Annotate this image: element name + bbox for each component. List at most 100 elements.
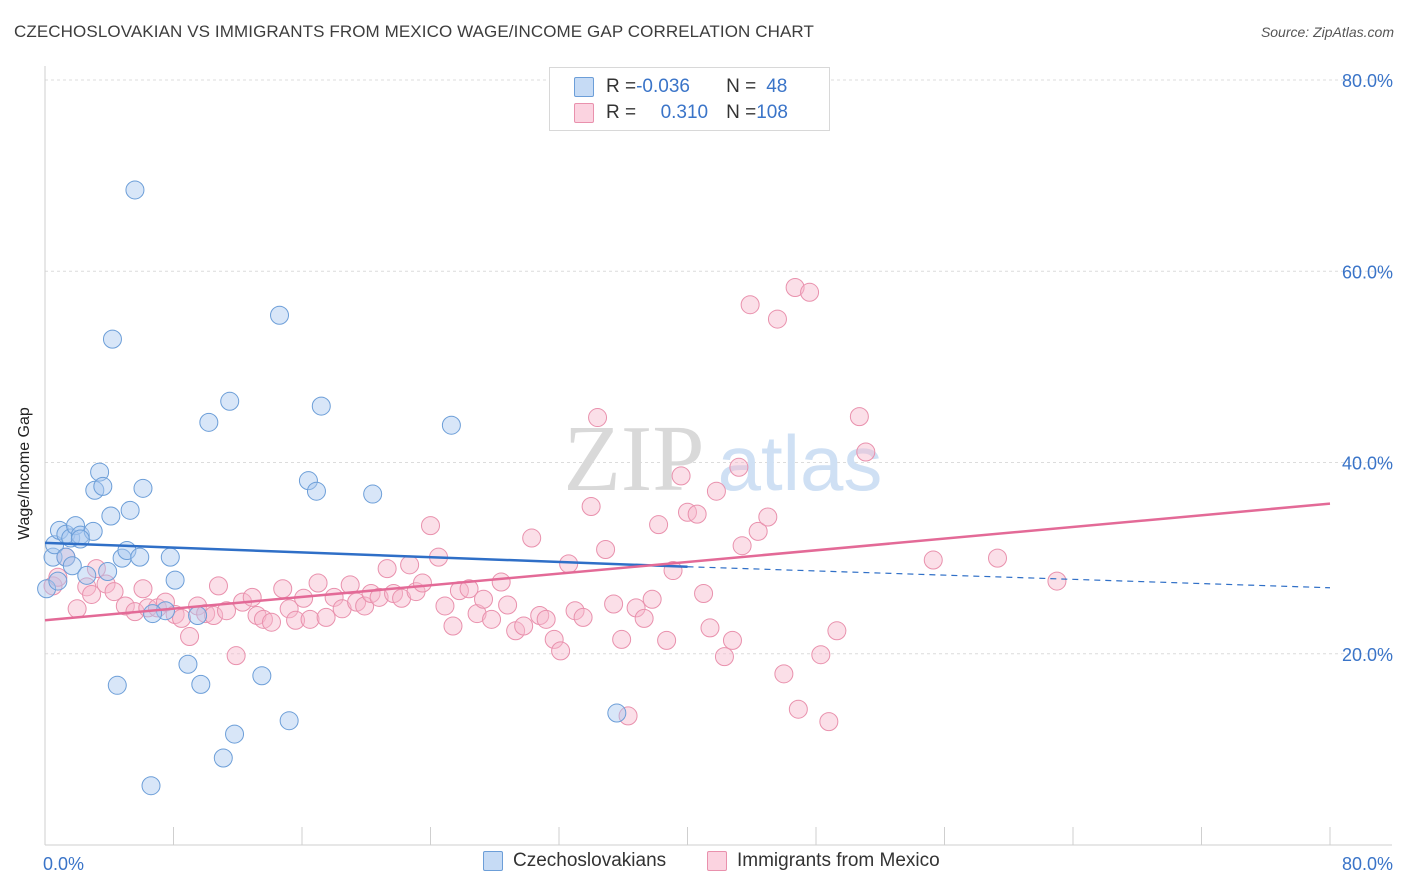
mexico-point: [849, 407, 869, 427]
czechoslovakian-point: [252, 666, 272, 686]
mexico-point: [273, 579, 293, 599]
czechoslovakian-point: [98, 562, 118, 582]
mexico-point: [565, 601, 585, 621]
mexico-point: [308, 573, 328, 593]
czechoslovakian-point: [178, 654, 198, 674]
n-label: N =: [726, 76, 757, 97]
mexico-point: [767, 309, 787, 329]
mexico-trend-line: [44, 502, 1331, 622]
czechoslovakian-point: [107, 675, 127, 695]
chart-title: CZECHOSLOVAKIAN VS IMMIGRANTS FROM MEXIC…: [14, 22, 814, 41]
stats-legend: R = -0.036 N = 48 R = 0.310 N = 108: [549, 67, 830, 131]
czechoslovakian-point: [165, 570, 185, 590]
mexico-point: [286, 610, 306, 630]
watermark-atlas: atlas: [718, 419, 883, 507]
legend-swatch-pink: [707, 851, 727, 871]
czechoslovakian-point: [607, 703, 627, 723]
czechoslovakian-point: [279, 711, 299, 731]
stats-row-czechoslovakians: R = -0.036 N = 48: [574, 74, 787, 100]
mexico-point: [474, 589, 494, 609]
mexico-point: [443, 616, 463, 636]
mexico-point: [551, 641, 571, 661]
trend-lines: [44, 502, 1331, 622]
r-label: R =: [606, 102, 637, 123]
x-tick-label: 0.0%: [43, 854, 84, 874]
czechoslovakian-point: [102, 329, 122, 349]
n-label: N =: [726, 102, 757, 123]
legend-label: Immigrants from Mexico: [737, 850, 940, 871]
czechoslovakian-point: [188, 606, 208, 625]
mexico-point: [671, 466, 691, 486]
mexico-point: [687, 504, 707, 524]
czechoslovakian-point: [160, 547, 180, 567]
mexico-point: [788, 699, 808, 719]
mexico-point: [522, 528, 542, 548]
mexico-point: [819, 712, 839, 732]
mexico-point: [785, 278, 805, 298]
mexico-point: [811, 645, 831, 665]
mexico-point: [573, 607, 593, 627]
axes: [44, 66, 1392, 846]
mexico-point: [435, 596, 455, 616]
czechoslovakian-point: [213, 748, 233, 768]
mexico-point: [748, 521, 768, 541]
r-value: -0.036: [636, 76, 690, 97]
czechoslovakian-point: [311, 396, 331, 416]
mexico-point: [856, 442, 876, 462]
czechoslovakian-point: [141, 776, 161, 796]
mexico-point: [261, 612, 281, 632]
mexico-point: [208, 576, 228, 596]
tick-labels: 20.0% 40.0% 60.0% 80.0% 0.0% 80.0%: [43, 71, 1393, 874]
czechoslovakian-point: [199, 412, 219, 432]
czechoslovakian-point: [77, 565, 97, 585]
mexico-point: [67, 599, 87, 619]
czechoslovakian-point: [48, 571, 68, 591]
czechoslovakian-point: [93, 476, 113, 496]
mexico-point: [180, 627, 200, 647]
mexico-points: [43, 278, 1067, 732]
czechoslovakian-points: [37, 180, 627, 796]
mexico-point: [355, 596, 375, 616]
mexico-point: [612, 629, 632, 649]
mexico-point: [412, 573, 432, 593]
mexico-point: [133, 579, 153, 599]
mexico-point: [732, 536, 752, 556]
legend-item-mexico: Immigrants from Mexico: [707, 850, 940, 872]
czechoslovakian-point: [270, 305, 290, 325]
mexico-point: [626, 598, 646, 618]
y-tick-label: 40.0%: [1342, 454, 1393, 474]
swatch-pink: [574, 103, 594, 123]
mexico-point: [421, 516, 440, 536]
czechoslovakian-point: [62, 556, 82, 576]
n-value: 108: [756, 102, 788, 123]
mexico-point: [242, 587, 262, 607]
czechoslovakian-point: [90, 462, 110, 482]
czechoslovakian-point: [120, 500, 140, 520]
mexico-point: [316, 607, 336, 627]
mexico-point: [923, 550, 943, 570]
mexico-point: [774, 664, 794, 684]
mexico-point: [217, 601, 237, 621]
mexico-point: [491, 572, 511, 592]
y-tick-label: 60.0%: [1342, 262, 1393, 282]
czechoslovakian-point: [125, 180, 145, 200]
czechoslovakian-point: [133, 478, 153, 498]
mexico-point: [714, 647, 734, 667]
mexico-point: [300, 609, 320, 629]
czechoslovakian-trend-line: [44, 541, 688, 568]
mexico-point: [514, 616, 534, 636]
mexico-point: [82, 584, 102, 604]
mexico-point: [634, 608, 654, 628]
y-tick-label: 80.0%: [1342, 71, 1393, 91]
mexico-point: [827, 621, 847, 641]
mexico-point: [226, 646, 246, 666]
source-credit: Source: ZipAtlas.com: [1260, 24, 1394, 40]
mexico-point: [369, 587, 389, 607]
mexico-point: [657, 630, 677, 650]
czechoslovakian-point: [441, 415, 461, 435]
mexico-point: [740, 295, 760, 315]
czechoslovakian-trend-extension: [687, 566, 1331, 589]
mexico-point: [642, 589, 662, 609]
n-value: 48: [766, 76, 788, 97]
mexico-point: [467, 604, 487, 624]
